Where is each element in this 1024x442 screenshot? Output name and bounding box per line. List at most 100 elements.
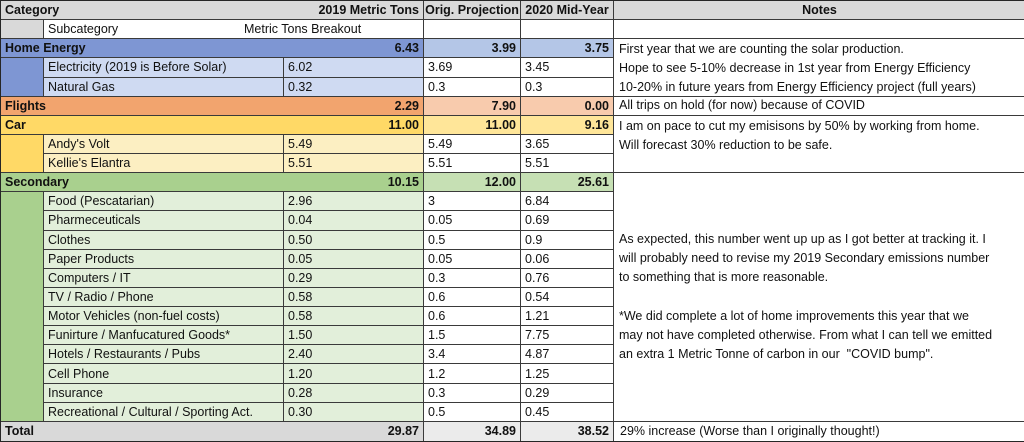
kellies-elantra-2019-cell[interactable]: 5.51: [284, 154, 424, 174]
furniture-midyear-cell[interactable]: 7.75: [521, 326, 614, 346]
pharmaceuticals-midyear-cell[interactable]: 0.69: [521, 211, 614, 231]
hotels-2019-cell[interactable]: 2.40: [284, 345, 424, 365]
hotels-midyear-cell[interactable]: 4.87: [521, 345, 614, 365]
andys-volt-projection-cell[interactable]: 5.49: [424, 134, 521, 155]
home-energy-projection-cell[interactable]: 3.99: [424, 39, 521, 59]
motor-vehicles-2019-cell[interactable]: 0.58: [284, 307, 424, 327]
total-note-cell[interactable]: 29% increase (Worse than I originally th…: [614, 421, 1024, 441]
electricity-label-cell[interactable]: Electricity (2019 is Before Solar): [44, 58, 284, 78]
computers-midyear-cell[interactable]: 0.76: [521, 268, 614, 288]
subheader-empty-midyear-cell[interactable]: [521, 20, 614, 40]
clothes-projection-cell[interactable]: 0.5: [424, 230, 521, 250]
home-energy-section-cell[interactable]: Home Energy 6.43: [1, 39, 424, 59]
tv-radio-label-cell[interactable]: TV / Radio / Phone: [44, 287, 284, 308]
secondary-projection-cell[interactable]: 12.00: [424, 173, 521, 193]
food-2019-cell[interactable]: 2.96: [284, 192, 424, 212]
food-projection-value: 3: [428, 194, 435, 209]
paper-midyear-cell[interactable]: 0.06: [521, 249, 614, 269]
food-label: Food (Pescatarian): [48, 194, 155, 209]
car-label: Car: [5, 117, 26, 132]
pharmaceuticals-2019-cell[interactable]: 0.04: [284, 211, 424, 231]
secondary-note-cell[interactable]: As expected, this number went up up as I…: [614, 173, 1024, 422]
natural-gas-label-cell[interactable]: Natural Gas: [44, 77, 284, 97]
cell-phone-2019-cell[interactable]: 1.20: [284, 364, 424, 384]
recreational-label-cell[interactable]: Recreational / Cultural / Sporting Act.: [44, 402, 284, 422]
recreational-projection-cell[interactable]: 0.5: [424, 402, 521, 422]
natural-gas-projection-cell[interactable]: 0.3: [424, 77, 521, 97]
andys-volt-label-cell[interactable]: Andy's Volt: [44, 134, 284, 155]
car-projection-cell[interactable]: 11.00: [424, 115, 521, 135]
header-notes-cell[interactable]: Notes: [614, 1, 1024, 21]
paper-projection-cell[interactable]: 0.05: [424, 249, 521, 269]
kellies-elantra-projection-cell[interactable]: 5.51: [424, 154, 521, 174]
insurance-2019-cell[interactable]: 0.28: [284, 383, 424, 403]
total-midyear-cell[interactable]: 38.52: [521, 421, 614, 441]
pharmaceuticals-label-cell[interactable]: Pharmeceuticals: [44, 211, 284, 231]
car-midyear-cell[interactable]: 9.16: [521, 115, 614, 135]
subheader-corner-cell[interactable]: [1, 20, 44, 40]
insurance-label-cell[interactable]: Insurance: [44, 383, 284, 403]
tv-radio-projection-cell[interactable]: 0.6: [424, 287, 521, 308]
food-projection-cell[interactable]: 3: [424, 192, 521, 212]
hotels-projection-cell[interactable]: 3.4: [424, 345, 521, 365]
cell-phone-label-cell[interactable]: Cell Phone: [44, 364, 284, 384]
furniture-2019-cell[interactable]: 1.50: [284, 326, 424, 346]
insurance-midyear-cell[interactable]: 0.29: [521, 383, 614, 403]
andys-volt-midyear-cell[interactable]: 3.65: [521, 134, 614, 155]
flights-note-cell[interactable]: All trips on hold (for now) because of C…: [614, 96, 1024, 116]
total-projection-cell[interactable]: 34.89: [424, 421, 521, 441]
insurance-projection-cell[interactable]: 0.3: [424, 383, 521, 403]
clothes-label-cell[interactable]: Clothes: [44, 230, 284, 250]
pharmaceuticals-projection-cell[interactable]: 0.05: [424, 211, 521, 231]
food-midyear-cell[interactable]: 6.84: [521, 192, 614, 212]
flights-projection-cell[interactable]: 7.90: [424, 96, 521, 116]
flights-midyear-cell[interactable]: 0.00: [521, 96, 614, 116]
clothes-midyear-cell[interactable]: 0.9: [521, 230, 614, 250]
recreational-midyear-cell[interactable]: 0.45: [521, 402, 614, 422]
subheader-empty-projection-cell[interactable]: [424, 20, 521, 40]
electricity-2019-cell[interactable]: 6.02: [284, 58, 424, 78]
furniture-label-cell[interactable]: Funirture / Manfucatured Goods*: [44, 326, 284, 346]
cell-phone-projection-cell[interactable]: 1.2: [424, 364, 521, 384]
andys-volt-2019-cell[interactable]: 5.49: [284, 134, 424, 155]
recreational-2019-cell[interactable]: 0.30: [284, 402, 424, 422]
motor-vehicles-midyear-cell[interactable]: 1.21: [521, 307, 614, 327]
computers-projection-cell[interactable]: 0.3: [424, 268, 521, 288]
clothes-2019-cell[interactable]: 0.50: [284, 230, 424, 250]
natural-gas-2019-cell[interactable]: 0.32: [284, 77, 424, 97]
subheader-subcategory-cell[interactable]: Subcategory Metric Tons Breakout: [44, 20, 424, 40]
car-note-cell[interactable]: I am on pace to cut my emisisons by 50% …: [614, 115, 1024, 174]
motor-vehicles-label-cell[interactable]: Motor Vehicles (non-fuel costs): [44, 307, 284, 327]
electricity-projection-cell[interactable]: 3.69: [424, 58, 521, 78]
car-section-cell[interactable]: Car 11.00: [1, 115, 424, 135]
home-energy-note-cell[interactable]: First year that we are counting the sola…: [614, 39, 1024, 97]
total-midyear-value: 38.52: [577, 424, 609, 439]
computers-label-cell[interactable]: Computers / IT: [44, 268, 284, 288]
home-energy-midyear-cell[interactable]: 3.75: [521, 39, 614, 59]
natural-gas-midyear-cell[interactable]: 0.3: [521, 77, 614, 97]
secondary-section-cell[interactable]: Secondary 10.15: [1, 173, 424, 193]
motor-vehicles-midyear-value: 1.21: [525, 309, 550, 324]
motor-vehicles-projection-cell[interactable]: 0.6: [424, 307, 521, 327]
kellies-elantra-label-cell[interactable]: Kellie's Elantra: [44, 154, 284, 174]
secondary-midyear-cell[interactable]: 25.61: [521, 173, 614, 193]
pharmaceuticals-2019-value: 0.04: [288, 213, 313, 228]
cell-phone-midyear-cell[interactable]: 1.25: [521, 364, 614, 384]
insurance-2019-value: 0.28: [288, 385, 313, 400]
header-category-cell[interactable]: Category 2019 Metric Tons: [1, 1, 424, 21]
tv-radio-midyear-cell[interactable]: 0.54: [521, 287, 614, 308]
header-mid-year-cell[interactable]: 2020 Mid-Year: [521, 1, 614, 21]
electricity-midyear-cell[interactable]: 3.45: [521, 58, 614, 78]
furniture-projection-cell[interactable]: 1.5: [424, 326, 521, 346]
subheader-empty-notes-cell[interactable]: [614, 20, 1024, 40]
flights-section-cell[interactable]: Flights 2.29: [1, 96, 424, 116]
paper-label-cell[interactable]: Paper Products: [44, 249, 284, 269]
paper-2019-cell[interactable]: 0.05: [284, 249, 424, 269]
total-section-cell[interactable]: Total 29.87: [1, 421, 424, 441]
kellies-elantra-midyear-cell[interactable]: 5.51: [521, 154, 614, 174]
food-label-cell[interactable]: Food (Pescatarian): [44, 192, 284, 212]
tv-radio-2019-cell[interactable]: 0.58: [284, 287, 424, 308]
computers-2019-cell[interactable]: 0.29: [284, 268, 424, 288]
header-orig-projection-cell[interactable]: Orig. Projection: [424, 1, 521, 21]
hotels-label-cell[interactable]: Hotels / Restaurants / Pubs: [44, 345, 284, 365]
